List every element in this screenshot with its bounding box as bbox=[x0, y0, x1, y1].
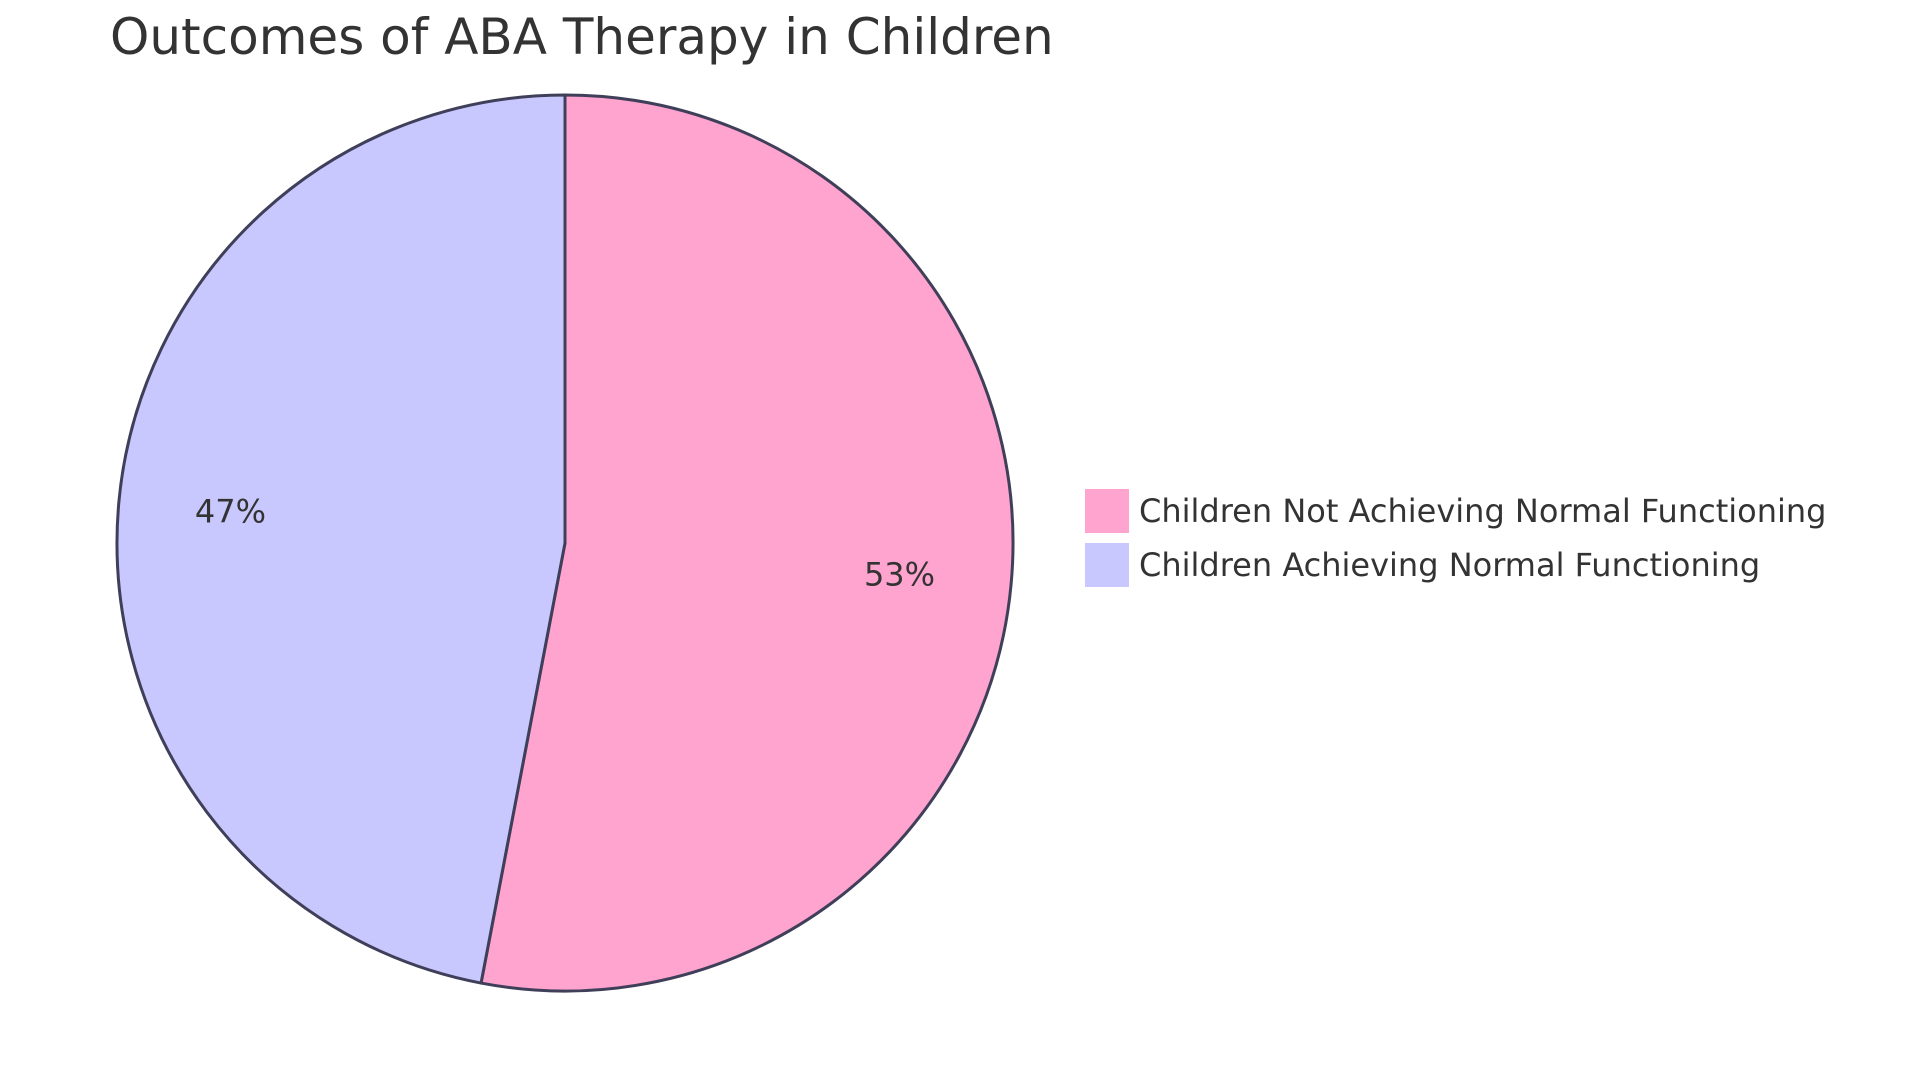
pie-slices bbox=[115, 93, 1015, 993]
legend: Children Not Achieving Normal Functionin… bbox=[1085, 488, 1826, 596]
legend-item-achieving: Children Achieving Normal Functioning bbox=[1085, 542, 1826, 588]
slice-label-not-achieving: 53% bbox=[864, 556, 935, 594]
legend-swatch-not-achieving bbox=[1085, 489, 1129, 533]
pie-slice-not-achieving bbox=[479, 93, 1015, 993]
legend-swatch-achieving bbox=[1085, 543, 1129, 587]
legend-item-not-achieving: Children Not Achieving Normal Functionin… bbox=[1085, 488, 1826, 534]
chart-title: Outcomes of ABA Therapy in Children bbox=[110, 8, 1054, 66]
pie-slice-achieving bbox=[115, 93, 567, 985]
pie-slice-labels: 53% 47% bbox=[195, 492, 935, 593]
legend-label-not-achieving: Children Not Achieving Normal Functionin… bbox=[1139, 492, 1827, 530]
legend-label-achieving: Children Achieving Normal Functioning bbox=[1139, 546, 1761, 584]
slice-label-achieving: 47% bbox=[195, 492, 266, 530]
